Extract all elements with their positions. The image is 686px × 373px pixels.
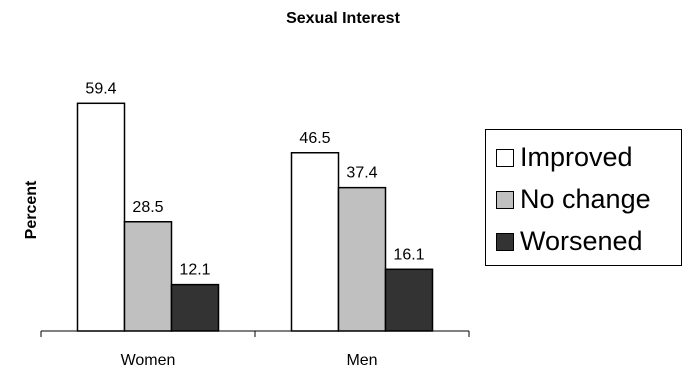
data-label: 46.5 [299,130,330,147]
legend: Improved No change Worsened [485,129,682,266]
bar-no-change-women [123,221,173,332]
legend-item-worsened: Worsened [496,228,643,255]
bar-improved-men [290,152,340,332]
legend-swatch-worsened [496,232,514,251]
chart-title: Sexual Interest [286,10,401,27]
legend-item-no-change: No change [496,186,651,213]
legend-swatch-no-change [496,190,514,209]
legend-swatch-improved [496,148,514,167]
x-tick-label-women: Women [121,352,176,369]
bar-no-change-men [337,186,387,332]
legend-label-no-change: No change [520,184,651,214]
data-label: 16.1 [393,246,424,263]
legend-label-improved: Improved [520,142,633,172]
legend-label-worsened: Worsened [520,226,643,256]
bar-worsened-men [384,268,434,332]
data-label: 37.4 [346,165,377,182]
data-label: 28.5 [132,199,163,216]
bar-improved-women [76,102,126,332]
x-tick-label-men: Men [346,352,377,369]
bar-worsened-women [170,283,220,332]
plot-area: 59.4 28.5 12.1 Women 46.5 37.4 16.1 Men [40,80,470,369]
legend-item-improved: Improved [496,144,633,171]
data-label: 59.4 [85,80,116,97]
data-label: 12.1 [179,262,210,279]
y-axis-label: Percent [23,180,40,239]
